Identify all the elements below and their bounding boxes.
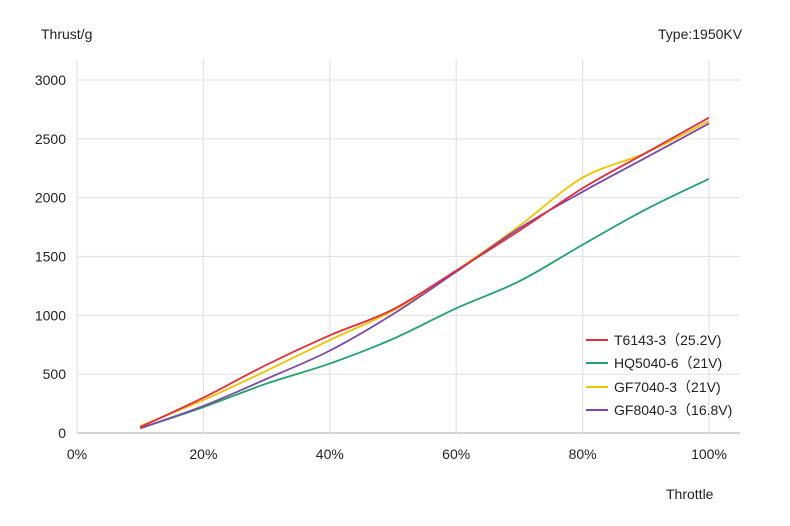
x-tick-label: 100%	[691, 446, 727, 462]
x-axis-label: Throttle	[666, 486, 714, 502]
y-tick-label: 3000	[35, 72, 66, 88]
legend-swatch	[586, 362, 608, 365]
y-tick-label: 1000	[35, 307, 66, 323]
series-line-gf8040-3	[139, 122, 710, 430]
y-tick-label: 0	[58, 425, 66, 441]
x-tick-label: 20%	[189, 446, 217, 462]
y-tick-label: 1500	[35, 249, 66, 265]
x-tick-label: 0%	[67, 446, 87, 462]
legend-item: HQ5040-6（21V)	[586, 352, 732, 376]
legend-label: GF8040-3（16.8V)	[614, 402, 733, 419]
y-axis-label: Thrust/g	[41, 26, 93, 42]
y-tick-label: 2000	[35, 190, 66, 206]
legend-swatch	[586, 338, 608, 341]
legend-item: GF8040-3（16.8V)	[586, 399, 732, 423]
series-line-t6143-3	[139, 116, 710, 428]
series-line-hq5040-6	[139, 178, 710, 430]
legend-label: T6143-3（25.2V)	[614, 331, 722, 348]
x-tick-label: 80%	[569, 446, 597, 462]
x-tick-label: 60%	[442, 446, 470, 462]
x-tick-label: 40%	[316, 446, 344, 462]
legend-item: T6143-3（25.2V)	[586, 328, 732, 352]
legend-label: GF7040-3（21V)	[614, 378, 721, 395]
legend: T6143-3（25.2V) HQ5040-6（21V) GF7040-3（21…	[586, 328, 732, 422]
y-tick-label: 500	[43, 366, 67, 382]
legend-swatch	[586, 409, 608, 412]
type-annotation: Type:1950KV	[658, 26, 743, 42]
legend-label: HQ5040-6（21V)	[614, 355, 723, 372]
legend-item: GF7040-3（21V)	[586, 375, 732, 399]
y-tick-label: 2500	[35, 131, 66, 147]
legend-swatch	[586, 385, 608, 388]
